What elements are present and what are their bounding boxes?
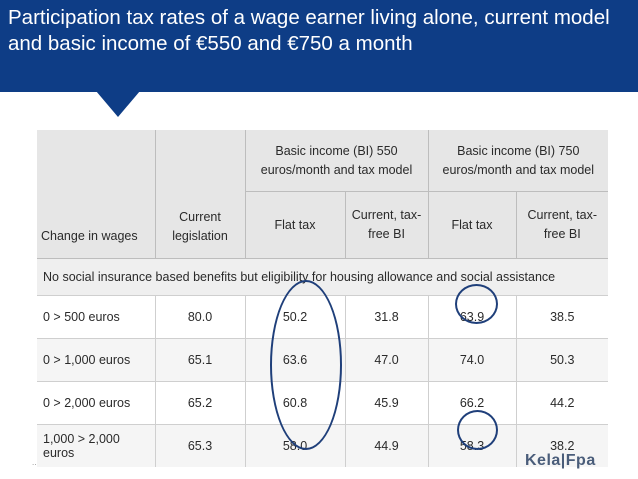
cell-taxfree-550: 44.9 (344, 424, 429, 467)
header-row-groups: Change in wages Current legislation Basi… (37, 130, 609, 259)
banner-notch (96, 91, 140, 117)
cell-flat-750: 74.0 (427, 338, 517, 382)
cell-current: 65.2 (154, 381, 245, 425)
cell-taxfree-550: 31.8 (344, 295, 429, 339)
column-header-taxfree-550: Current, tax-free BI (344, 191, 429, 259)
cell-taxfree-550: 47.0 (344, 338, 429, 382)
column-header-change: Change in wages (37, 130, 155, 259)
row-label: 0 > 2,000 euros (37, 381, 155, 425)
cell-current: 80.0 (154, 295, 245, 339)
row-label: 0 > 1,000 euros (37, 338, 155, 382)
column-header-flat-550: Flat tax (244, 191, 345, 259)
kela-logo: Kela|Fpa (525, 452, 596, 469)
cell-taxfree-750: 38.2 (515, 424, 609, 467)
row-label: 1,000 > 2,000 euros (37, 424, 155, 467)
footer-dots: .. (32, 458, 37, 467)
cell-taxfree-550: 45.9 (344, 381, 429, 425)
row-label: 0 > 500 euros (37, 295, 155, 339)
group-header-bi750: Basic income (BI) 750 euros/month and ta… (427, 130, 609, 193)
column-header-flat-750: Flat tax (427, 191, 517, 259)
cell-taxfree-750: 38.5 (515, 295, 609, 339)
highlight-oval-flat-550 (270, 280, 342, 450)
page-title: Participation tax rates of a wage earner… (8, 6, 610, 55)
column-header-current: Current legislation (154, 130, 245, 259)
highlight-oval-750-bottom (457, 410, 498, 450)
header-banner: Participation tax rates of a wage earner… (0, 0, 638, 92)
column-header-taxfree-750: Current, tax-free BI (515, 191, 609, 259)
group-header-bi550: Basic income (BI) 550 euros/month and ta… (244, 130, 429, 193)
highlight-oval-750-top (455, 284, 498, 324)
cell-taxfree-750: 50.3 (515, 338, 609, 382)
cell-taxfree-750: 44.2 (515, 381, 609, 425)
cell-current: 65.3 (154, 424, 245, 467)
cell-current: 65.1 (154, 338, 245, 382)
